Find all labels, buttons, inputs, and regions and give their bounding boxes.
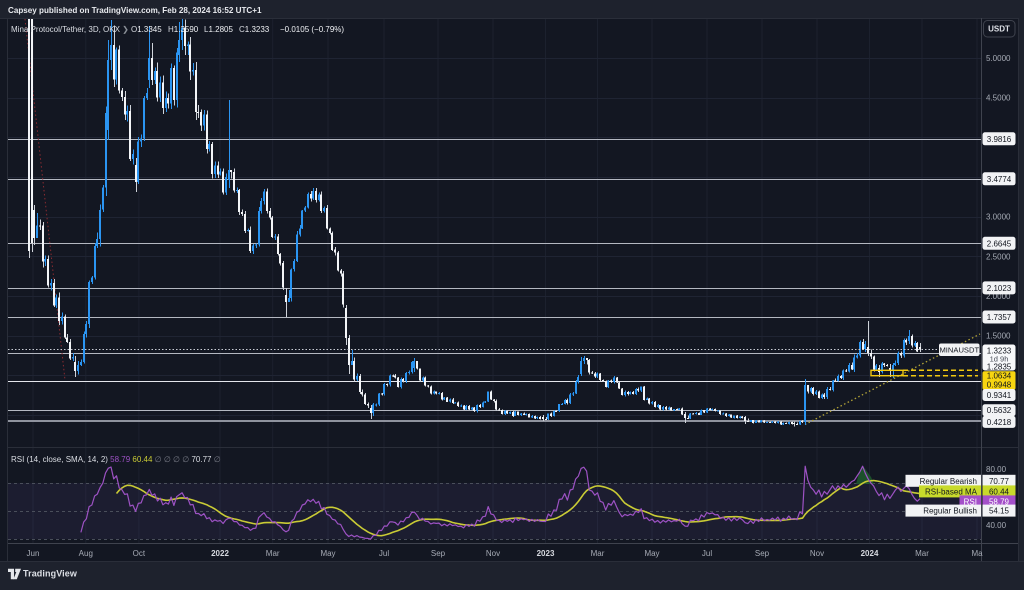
svg-text:USDT: USDT [988,25,1010,34]
svg-text:0.5632: 0.5632 [987,406,1012,415]
svg-text:RSI-based MA: RSI-based MA [925,487,978,496]
svg-text:70.77: 70.77 [989,477,1010,486]
svg-text:Aug: Aug [79,549,93,558]
svg-text:2024: 2024 [861,549,879,558]
svg-text:Mar: Mar [915,549,929,558]
svg-text:TradingView: TradingView [23,568,78,578]
svg-text:58.79: 58.79 [989,497,1010,506]
svg-text:Mina Protocol/Tether, 3D, OKX: Mina Protocol/Tether, 3D, OKX ❯ O1.3345 H… [11,25,344,34]
svg-text:5.0000: 5.0000 [986,54,1011,63]
svg-text:4.5000: 4.5000 [986,94,1011,103]
svg-text:Sep: Sep [431,549,446,558]
svg-text:Ma: Ma [971,549,983,558]
svg-text:2022: 2022 [211,549,229,558]
svg-text:3.0000: 3.0000 [986,213,1011,222]
svg-text:0.4218: 0.4218 [987,418,1012,427]
svg-text:Nov: Nov [486,549,500,558]
svg-text:60.44: 60.44 [989,487,1010,496]
svg-text:54.15: 54.15 [989,507,1010,516]
svg-text:May: May [320,549,335,558]
svg-text:2.6645: 2.6645 [987,239,1012,248]
svg-text:RSI (14, close, SMA, 14, 2) 58: RSI (14, close, SMA, 14, 2) 58.79 60.44 … [11,455,221,464]
svg-text:1.2835: 1.2835 [987,362,1012,371]
svg-text:Jul: Jul [379,549,389,558]
svg-text:1.5000: 1.5000 [986,332,1011,341]
svg-text:1d 9h: 1d 9h [990,355,1009,364]
svg-text:3.4774: 3.4774 [987,175,1012,184]
svg-text:1.3233: 1.3233 [987,347,1012,356]
svg-text:40.00: 40.00 [986,521,1007,530]
svg-text:0.9948: 0.9948 [987,381,1012,390]
svg-text:Mar: Mar [591,549,605,558]
svg-text:Jun: Jun [27,549,40,558]
svg-text:Nov: Nov [810,549,824,558]
svg-text:80.00: 80.00 [986,465,1007,474]
svg-text:3.9816: 3.9816 [987,135,1012,144]
svg-text:Oct: Oct [133,549,146,558]
svg-text:Jul: Jul [702,549,712,558]
svg-text:2023: 2023 [537,549,555,558]
svg-text:May: May [644,549,659,558]
svg-text:Regular Bullish: Regular Bullish [923,507,977,516]
svg-text:1.0634: 1.0634 [987,371,1012,380]
svg-text:Regular Bearish: Regular Bearish [920,477,977,486]
svg-text:2.1023: 2.1023 [987,284,1012,293]
svg-text:2.5000: 2.5000 [986,252,1011,261]
svg-text:2.0000: 2.0000 [986,292,1011,301]
svg-text:Mar: Mar [266,549,280,558]
svg-text:Sep: Sep [755,549,770,558]
svg-text:RSI: RSI [964,497,977,506]
svg-text:0.9341: 0.9341 [987,391,1012,400]
svg-text:1.7357: 1.7357 [987,313,1012,322]
svg-text:Capsey published on TradingVie: Capsey published on TradingView.com, Feb… [8,6,262,15]
svg-text:MINAUSDT: MINAUSDT [939,345,979,354]
